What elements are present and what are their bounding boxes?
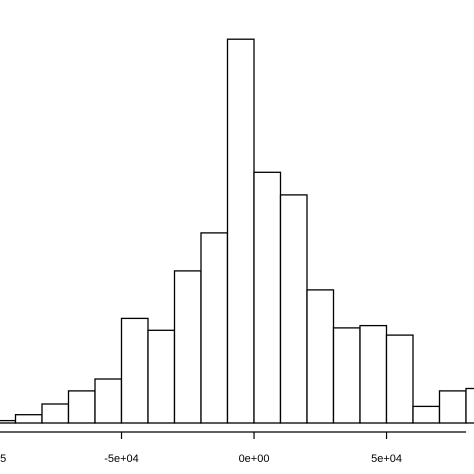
histogram-bar [359, 324, 388, 424]
histogram-bar [200, 232, 229, 424]
histogram-bar [120, 317, 149, 424]
x-tick-label: -5e+04 [104, 453, 139, 465]
histogram-bar [332, 327, 361, 424]
histogram-bar [67, 390, 96, 424]
histogram-bar [14, 414, 43, 424]
histogram-bar [438, 390, 467, 424]
x-tick-label: -1e+05 [0, 453, 6, 465]
histogram-bar [147, 329, 176, 424]
histogram-bar [173, 270, 202, 424]
x-tick-label: 0e+00 [239, 453, 270, 465]
histogram-bar [0, 419, 17, 424]
x-axis-ticks: -1e+05 -5e+04 0e+00 5e+04 [0, 432, 402, 465]
histogram-bar [94, 378, 123, 424]
histogram-bar [465, 387, 474, 424]
histogram-bar [306, 289, 335, 424]
x-tick-label: 5e+04 [371, 453, 402, 465]
histogram-bar [412, 405, 441, 424]
histogram-bar [226, 38, 255, 424]
histogram-bar [253, 171, 282, 424]
histogram-bars [0, 38, 474, 424]
histogram-bar [41, 403, 70, 424]
histogram-bar [385, 334, 414, 424]
histogram-bar [279, 194, 308, 424]
